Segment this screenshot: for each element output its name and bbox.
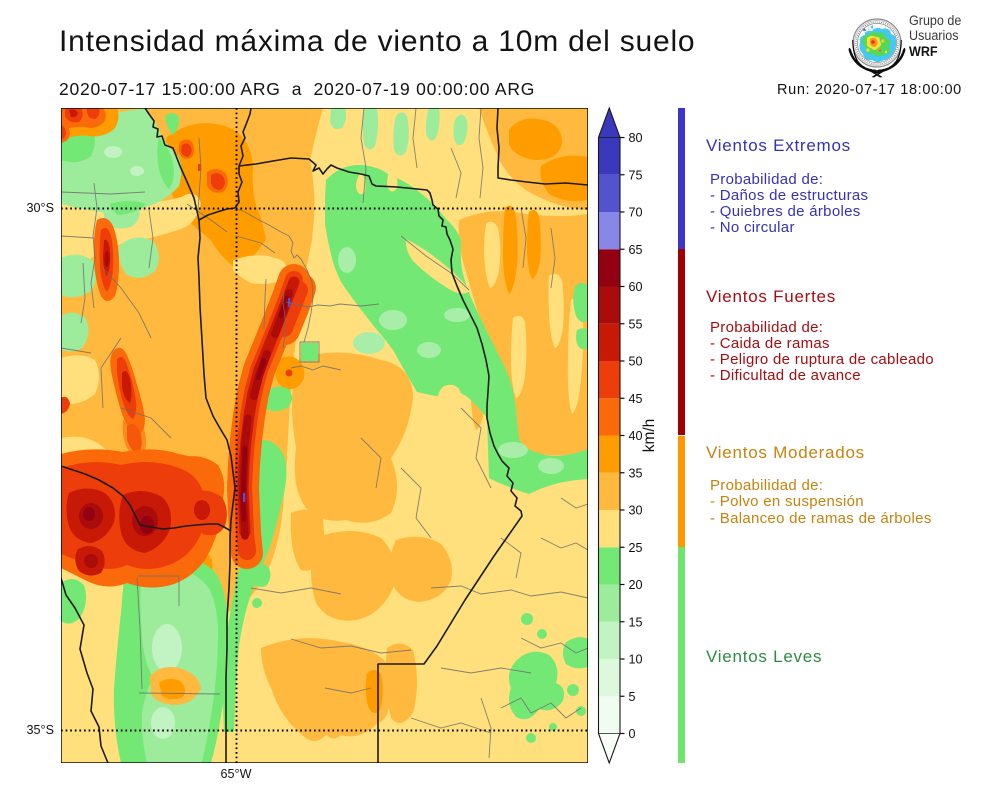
svg-text:25: 25 — [629, 541, 643, 555]
svg-text:70: 70 — [629, 206, 643, 220]
svg-text:km/h: km/h — [641, 419, 658, 453]
svg-text:80: 80 — [629, 131, 643, 145]
svg-text:50: 50 — [629, 355, 643, 369]
svg-text:35: 35 — [629, 466, 643, 480]
svg-text:20: 20 — [629, 578, 643, 592]
svg-text:10: 10 — [629, 653, 643, 667]
svg-text:5: 5 — [629, 690, 636, 704]
svg-text:55: 55 — [629, 317, 643, 331]
svg-text:75: 75 — [629, 168, 643, 182]
svg-text:45: 45 — [629, 392, 643, 406]
svg-text:65: 65 — [629, 243, 643, 257]
svg-text:15: 15 — [629, 615, 643, 629]
svg-text:60: 60 — [629, 280, 643, 294]
svg-text:0: 0 — [629, 727, 636, 741]
svg-text:30: 30 — [629, 504, 643, 518]
svg-text:40: 40 — [629, 429, 643, 443]
